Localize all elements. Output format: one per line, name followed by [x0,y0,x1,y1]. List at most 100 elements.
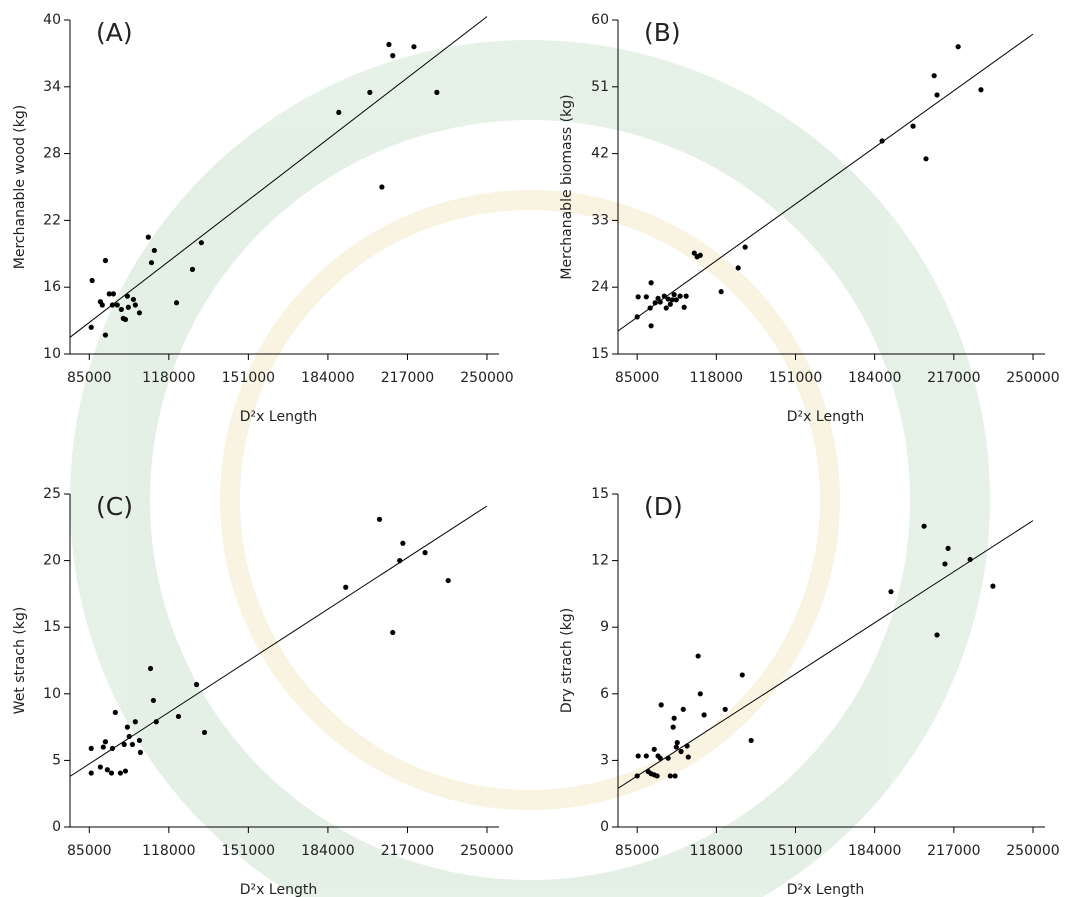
data-point [667,773,673,779]
x-tick-label: 118000 [142,370,195,386]
y-tick-label: 5 [52,752,61,768]
x-tick-label: 217000 [381,370,434,386]
data-point [336,109,342,116]
y-tick-label: 20 [43,553,61,569]
data-point [665,296,671,302]
data-point [670,724,676,730]
x-tick-label: 250000 [460,370,513,386]
data-point [673,744,679,750]
data-point [114,302,120,308]
data-point [931,73,937,79]
data-point [657,299,663,305]
data-point [376,516,383,522]
panel: 85000 118000 151000 184000 217000 250000 10 16 2… [12,12,514,425]
data-point [667,301,673,307]
data-point [942,561,948,567]
data-point [691,250,697,256]
data-point [88,745,94,752]
data-point [390,53,396,59]
data-point [945,545,951,551]
panel: 85000 118000 151000 184000 217000 250000 0 3 6 9 1… [559,486,1060,897]
data-point [669,297,675,303]
data-point [697,252,703,258]
data-point [132,302,138,308]
x-tick-label: 184000 [848,843,901,859]
data-point [150,697,156,704]
y-tick-label: 6 [600,686,609,702]
data-point [147,665,154,672]
data-point [657,755,663,761]
x-tick-label: 151000 [222,370,275,386]
data-point [701,712,707,718]
data-point [643,294,649,300]
data-point [683,293,689,299]
data-point [151,247,157,254]
x-tick-label: 151000 [769,370,822,386]
data-point [189,266,196,272]
data-point [97,764,103,770]
data-point [106,291,112,297]
data-point [386,41,392,48]
y-tick-label: 33 [591,212,609,228]
panel: 85000 118000 151000 184000 217000 250000 15 24 3… [559,12,1060,425]
data-point [921,523,927,529]
trend-line [617,33,1034,332]
data-point [108,770,115,776]
data-point [110,291,116,297]
data-point [89,277,95,284]
x-tick-label: 250000 [1006,370,1059,386]
data-point [955,44,961,50]
watermark [70,40,990,897]
data-point [934,92,940,98]
panel-label: (D) [644,492,683,521]
y-axis-label: Merchanable biomass (kg) [559,94,575,279]
data-point [126,733,132,740]
data-point [888,589,894,595]
data-point [990,583,996,589]
x-tick-label: 85000 [67,370,112,386]
y-tick-label: 51 [591,79,609,95]
data-point [379,184,385,190]
y-tick-label: 24 [591,279,609,295]
y-axis-label: Wet strach (kg) [12,607,28,715]
data-point [739,672,745,678]
x-tick-label: 118000 [142,843,195,859]
panel-label: (C) [96,492,133,521]
panel-label: (A) [96,18,133,47]
data-point [934,632,940,638]
y-tick-label: 42 [591,146,609,162]
data-point [748,737,754,744]
y-axis-label: Merchanable wood (kg) [12,105,28,269]
data-point [978,87,984,93]
y-tick-label: 12 [591,553,609,569]
data-point [671,715,677,721]
x-tick-label: 217000 [927,843,980,859]
data-point [671,292,677,298]
data-point [735,265,741,271]
data-point [434,89,440,95]
data-point [173,300,180,306]
x-tick-label: 184000 [301,370,354,386]
data-point [923,156,929,162]
x-tick-label: 217000 [381,843,434,859]
data-point [678,748,684,755]
data-point [390,629,396,636]
x-tick-label: 217000 [927,370,980,386]
data-point [635,753,641,759]
data-point [654,773,660,779]
trend-line [69,505,488,777]
data-point [411,44,417,50]
data-point [88,324,94,330]
x-tick-label: 184000 [848,370,901,386]
x-tick-label: 250000 [1006,843,1059,859]
data-point [121,741,127,748]
data-point [651,746,657,752]
x-tick-label: 184000 [301,843,354,859]
data-point [136,737,143,744]
data-point [130,296,136,303]
data-point [367,89,373,95]
data-point [674,740,680,746]
data-point [112,709,118,716]
data-point [122,768,129,774]
data-point [695,653,701,659]
